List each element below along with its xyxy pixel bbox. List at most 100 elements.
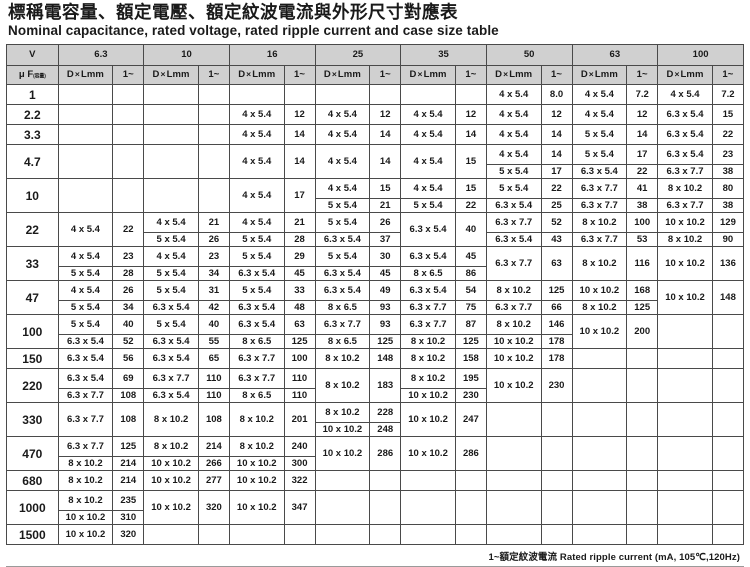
cell-ripple-35-33b: 86 <box>454 266 487 282</box>
cell-dimension-100-2.2: 6.3 x 5.4 <box>657 104 713 126</box>
dim-header-d: D <box>152 69 160 81</box>
cell-ripple-10-470b: 266 <box>197 456 230 472</box>
header-voltage-63: 63 <box>571 44 659 67</box>
cell-ripple-10-150: 65 <box>197 348 230 370</box>
cell-dimension-10-47b: 6.3 x 5.4 <box>143 300 199 316</box>
cell-dimension-empty <box>57 124 114 146</box>
cell-dimension-50-1: 4 x 5.4 <box>485 84 542 106</box>
cell-ripple-50-100: 146 <box>540 314 573 336</box>
cell-dimension-16-47: 5 x 5.4 <box>228 280 285 302</box>
cell-ripple-16-100b: 125 <box>283 334 316 350</box>
cell-ripple-empty <box>454 470 487 492</box>
cell-ripple-50-1: 8.0 <box>540 84 573 106</box>
cell-dimension-6.3-470b: 8 x 10.2 <box>57 456 114 472</box>
table-row: 8 x 10.2 214 10 x 10.2 266 10 x 10.2 300 <box>7 456 744 472</box>
cell-dimension-50-150: 10 x 10.2 <box>485 348 542 370</box>
cell-ripple-empty <box>626 348 659 370</box>
cell-ripple-63-22b: 53 <box>626 232 659 248</box>
cell-ripple-6.3-1000: 235 <box>112 490 145 512</box>
cell-dimension-empty <box>400 490 456 526</box>
cell-dimension-25-4.7: 4 x 5.4 <box>314 144 371 180</box>
header-ripple-25: 1~ <box>369 65 402 86</box>
cell-dimension-10-47: 5 x 5.4 <box>143 280 199 302</box>
cell-dimension-25-47b: 8 x 6.5 <box>314 300 371 316</box>
cell-ripple-6.3-1500: 320 <box>112 524 145 546</box>
cell-dimension-35-3.3: 4 x 5.4 <box>400 124 456 146</box>
cell-dimension-empty <box>657 368 713 404</box>
header-voltage-label: V <box>6 44 59 67</box>
cell-ripple-10-220: 110 <box>197 368 230 390</box>
cell-ripple-10-22: 21 <box>197 212 230 234</box>
cell-dimension-6.3-1500: 10 x 10.2 <box>57 524 114 546</box>
cell-dimension-35-470: 10 x 10.2 <box>400 436 456 472</box>
cell-ripple-empty <box>283 524 316 546</box>
header-voltage-10: 10 <box>143 44 230 67</box>
cell-ripple-empty <box>711 314 745 350</box>
cell-dimension-empty <box>571 402 628 438</box>
cell-dimension-25-3.3: 4 x 5.4 <box>314 124 371 146</box>
capacitance-voltage-size-table: V 6.3 10 16 25 35 50 63 100 μ F(容量) D×Lmm 1~ D×Lmm 1… <box>6 44 745 546</box>
cell-ripple-50-10b: 25 <box>540 198 573 214</box>
cell-dimension-16-220: 6.3 x 7.7 <box>228 368 285 390</box>
cell-ripple-empty <box>283 84 316 106</box>
cell-dimension-63-22: 8 x 10.2 <box>571 212 628 234</box>
cell-ripple-6.3-470b: 214 <box>112 456 145 472</box>
dim-header-d: D <box>323 69 331 81</box>
cell-dimension-empty <box>485 524 542 546</box>
cell-dimension-empty <box>143 524 199 546</box>
dim-header-times: × <box>674 69 680 80</box>
header-ripple-50: 1~ <box>540 65 573 86</box>
cell-dimension-empty <box>657 436 713 472</box>
cell-ripple-25-2.2: 12 <box>369 104 402 126</box>
cell-ripple-35-10b: 22 <box>454 198 487 214</box>
cell-dimension-50-47b: 6.3 x 7.7 <box>485 300 542 316</box>
cell-ripple-35-10: 15 <box>454 178 487 200</box>
table-row: 22 4 x 5.4 22 4 x 5.4 21 4 x 5.4 21 5 x 5.4 26 6.… <box>6 212 745 248</box>
cell-ripple-empty <box>369 490 402 526</box>
cell-dimension-25-330b: 10 x 10.2 <box>314 422 371 438</box>
cell-ripple-50-22: 52 <box>540 212 573 234</box>
table-row: 4.7 4 x 5.4 14 4 x 5.4 14 4 x 5.4 15 4 x 5.4 14 5… <box>6 144 745 180</box>
cell-dimension-10-470: 8 x 10.2 <box>143 436 199 458</box>
cell-dimension-16-680: 10 x 10.2 <box>228 470 285 492</box>
cell-ripple-63-10b: 38 <box>626 198 659 214</box>
cell-ripple-100-33: 136 <box>711 246 745 282</box>
header-voltage-25: 25 <box>314 44 402 67</box>
cell-dimension-empty <box>571 470 628 492</box>
cell-dimension-10-1000: 10 x 10.2 <box>143 490 199 526</box>
cell-ripple-10-47: 31 <box>197 280 230 302</box>
cell-dimension-35-100b: 8 x 10.2 <box>400 334 456 350</box>
cell-ripple-35-220: 195 <box>454 368 487 390</box>
cell-ripple-16-22b: 28 <box>283 232 316 248</box>
cell-ripple-35-47b: 75 <box>454 300 487 316</box>
cell-ripple-63-2.2: 12 <box>626 104 659 126</box>
cell-dimension-empty <box>57 144 114 180</box>
table-row: 100 5 x 5.4 40 5 x 5.4 40 6.3 x 5.4 63 6.3 x 7.… <box>6 314 745 350</box>
table-row: 470 6.3 x 7.7 125 8 x 10.2 214 8 x 10.2 240 10 … <box>6 436 745 472</box>
dim-header-times: × <box>160 69 166 80</box>
cell-ripple-63-33: 116 <box>626 246 659 282</box>
cell-dimension-35-33: 6.3 x 5.4 <box>400 246 456 268</box>
cell-dimension-50-22: 6.3 x 7.7 <box>485 212 542 234</box>
cell-ripple-25-10b: 21 <box>369 198 402 214</box>
cell-ripple-25-330b: 248 <box>369 422 402 438</box>
capacitance-value-330: 330 <box>6 402 59 438</box>
header-ripple-100: 1~ <box>711 65 745 86</box>
dim-header-unit: Lmm <box>252 69 276 81</box>
cell-ripple-empty <box>711 470 745 492</box>
cell-dimension-16-22b: 5 x 5.4 <box>228 232 285 248</box>
cell-ripple-50-4.7: 14 <box>540 144 573 166</box>
header-voltage-16: 16 <box>228 44 316 67</box>
cell-dimension-10-22: 4 x 5.4 <box>143 212 199 234</box>
cell-dimension-empty <box>57 104 114 126</box>
cell-ripple-25-330: 228 <box>369 402 402 424</box>
cell-ripple-35-100: 87 <box>454 314 487 336</box>
cell-dimension-empty <box>657 348 713 370</box>
cell-ripple-10-22b: 26 <box>197 232 230 248</box>
cell-dimension-25-47: 6.3 x 5.4 <box>314 280 371 302</box>
header-ripple-6.3: 1~ <box>112 65 145 86</box>
cell-ripple-100-3.3: 22 <box>711 124 745 146</box>
cell-ripple-25-220: 183 <box>369 368 402 404</box>
cell-ripple-100-22b: 90 <box>711 232 745 248</box>
